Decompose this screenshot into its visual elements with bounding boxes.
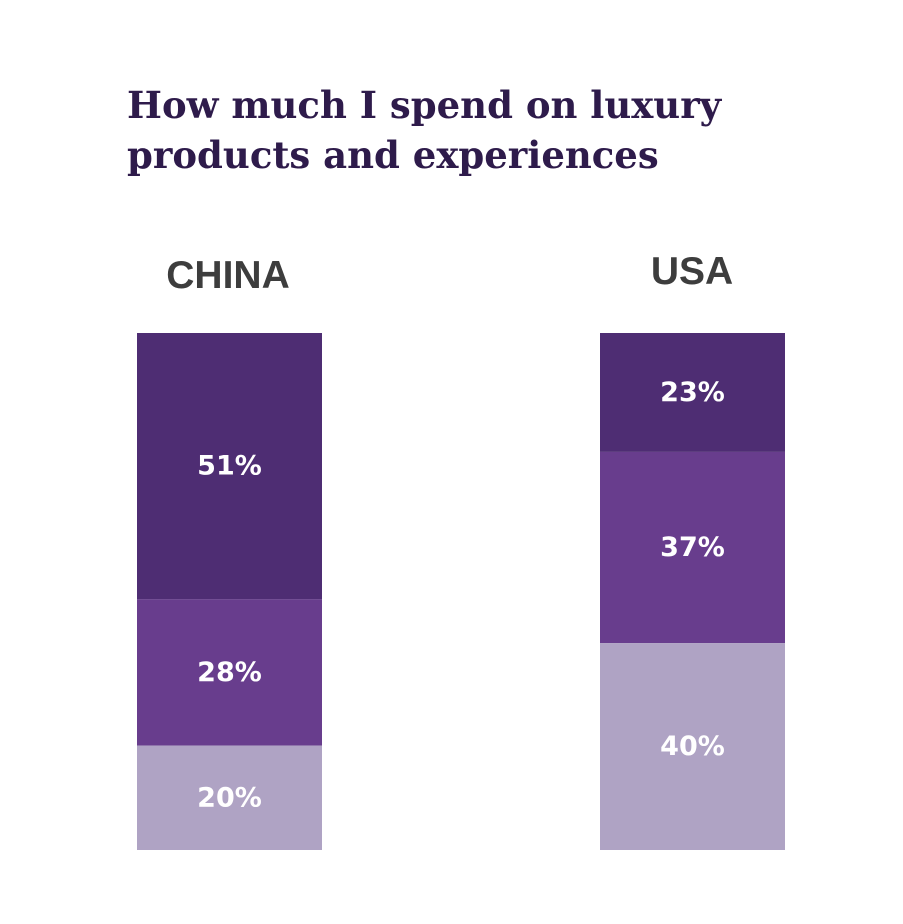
category-label-usa: USA	[650, 250, 734, 293]
bar-segment-china-2	[137, 599, 322, 746]
bar-segment-usa-3	[600, 643, 785, 850]
bar-segment-usa-2	[600, 451, 785, 644]
data-label-china-3: 20%	[197, 782, 262, 813]
data-label-usa-2: 37%	[660, 532, 725, 563]
bar-segment-usa-1	[600, 333, 785, 452]
data-label-usa-3: 40%	[660, 731, 725, 762]
data-label-china-1: 51%	[197, 451, 262, 482]
bar-segment-china-3	[137, 745, 322, 850]
data-label-china-2: 28%	[197, 657, 262, 688]
bar-segment-china-1	[137, 333, 322, 600]
data-label-usa-1: 23%	[660, 377, 725, 408]
category-label-china: CHINA	[166, 254, 290, 297]
chart-title: How much I spend on luxury products and …	[127, 83, 722, 177]
